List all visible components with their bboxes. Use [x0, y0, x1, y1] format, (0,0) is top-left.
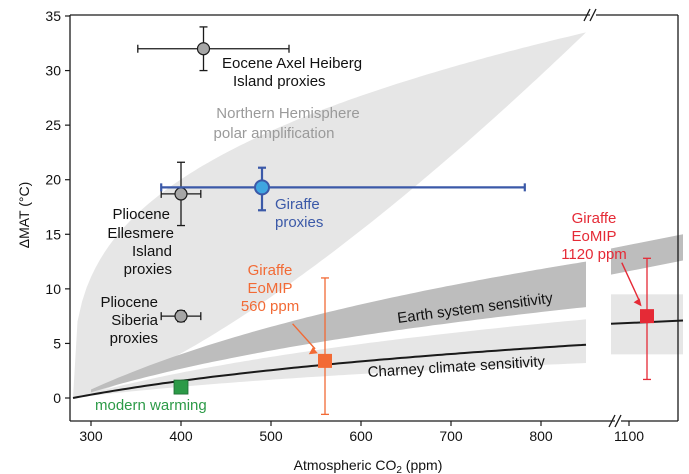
siberia-marker	[174, 309, 188, 323]
ellesmere-marker	[174, 187, 188, 201]
y-tick-label: 20	[45, 172, 61, 188]
y-axis-label: ΔMAT (°C)	[16, 182, 32, 249]
eomip1120-marker	[640, 309, 654, 324]
ellesmere-label-line4: proxies	[124, 261, 172, 278]
axes: 300 400 500 600 700 800 1100 0 5 10 15 20 25 30 35	[45, 8, 679, 444]
siberia-label-line2: Siberia	[111, 312, 158, 329]
eomip560-marker	[318, 353, 332, 368]
axis-break-mark	[608, 414, 616, 428]
eomip1120-label-line3: 1120 ppm	[561, 246, 627, 263]
y-tick-label: 25	[45, 117, 61, 133]
axis-break-mark	[589, 8, 597, 22]
ellesmere-label-line3: Island	[132, 243, 172, 260]
x-axis-label-subscript: 2	[396, 465, 402, 474]
x-axis-label-unit: (ppm)	[402, 457, 442, 473]
y-tick-label: 5	[53, 335, 61, 351]
modern-warming-label: modern warming	[95, 397, 207, 414]
siberia-label-line1: Pliocene	[100, 294, 158, 311]
x-tick-label: 500	[259, 428, 283, 444]
ellesmere-label-line1: Pliocene	[112, 206, 170, 223]
x-tick-label: 600	[349, 428, 373, 444]
x-tick-label: 1100	[614, 428, 644, 444]
polar-amplification-label-line2: polar amplification	[214, 125, 335, 142]
y-tick-label: 30	[45, 63, 61, 79]
ellesmere-label-line2: Ellesmere	[107, 225, 174, 242]
data-marks	[137, 26, 654, 416]
eomip1120-arrow	[621, 262, 640, 301]
y-tick-label: 0	[53, 390, 61, 406]
x-tick-label: 800	[529, 428, 553, 444]
eomip560-label-line3: 560 ppm	[241, 298, 299, 315]
siberia-label-line3: proxies	[110, 330, 158, 347]
earth-system-band	[91, 261, 586, 393]
earth-system-band-1120	[611, 234, 683, 275]
eocene-label-line2: Island proxies	[233, 73, 326, 90]
y-tick-label: 15	[45, 226, 61, 242]
eomip1120-arrowhead	[633, 298, 642, 307]
x-tick-label: 300	[79, 428, 103, 444]
eomip560-arrow	[292, 323, 316, 350]
y-tick-label: 35	[45, 8, 61, 24]
sensitivity-bands	[72, 32, 684, 399]
giraffe-proxies-label-line2: proxies	[275, 214, 323, 231]
x-axis-label-main: Atmospheric CO	[294, 457, 397, 473]
y-tick-label: 10	[45, 281, 61, 297]
x-tick-label: 400	[169, 428, 193, 444]
modern-marker	[173, 379, 189, 395]
polar-amplification-label-line1: Northern Hemisphere	[216, 105, 359, 122]
eomip560-arrowhead	[308, 347, 318, 355]
giraffe_proxies-marker	[254, 179, 270, 196]
x-axis-label: Atmospheric CO2 (ppm)	[294, 457, 443, 474]
eomip560-label-line1: Giraffe	[248, 262, 293, 279]
x-tick-label: 700	[439, 428, 463, 444]
eomip560-label-line2: EoMIP	[247, 280, 292, 297]
axis-break-mark	[614, 414, 622, 428]
eomip1120-label-line1: Giraffe	[572, 210, 617, 227]
axis-break-mark	[583, 8, 591, 22]
eomip1120-label-line2: EoMIP	[571, 228, 616, 245]
giraffe-proxies-label-line1: Giraffe	[275, 196, 320, 213]
eocene-marker	[196, 42, 211, 56]
polar-amplification-wedge	[73, 32, 586, 399]
eocene-label-line1: Eocene Axel Heiberg	[222, 55, 362, 72]
